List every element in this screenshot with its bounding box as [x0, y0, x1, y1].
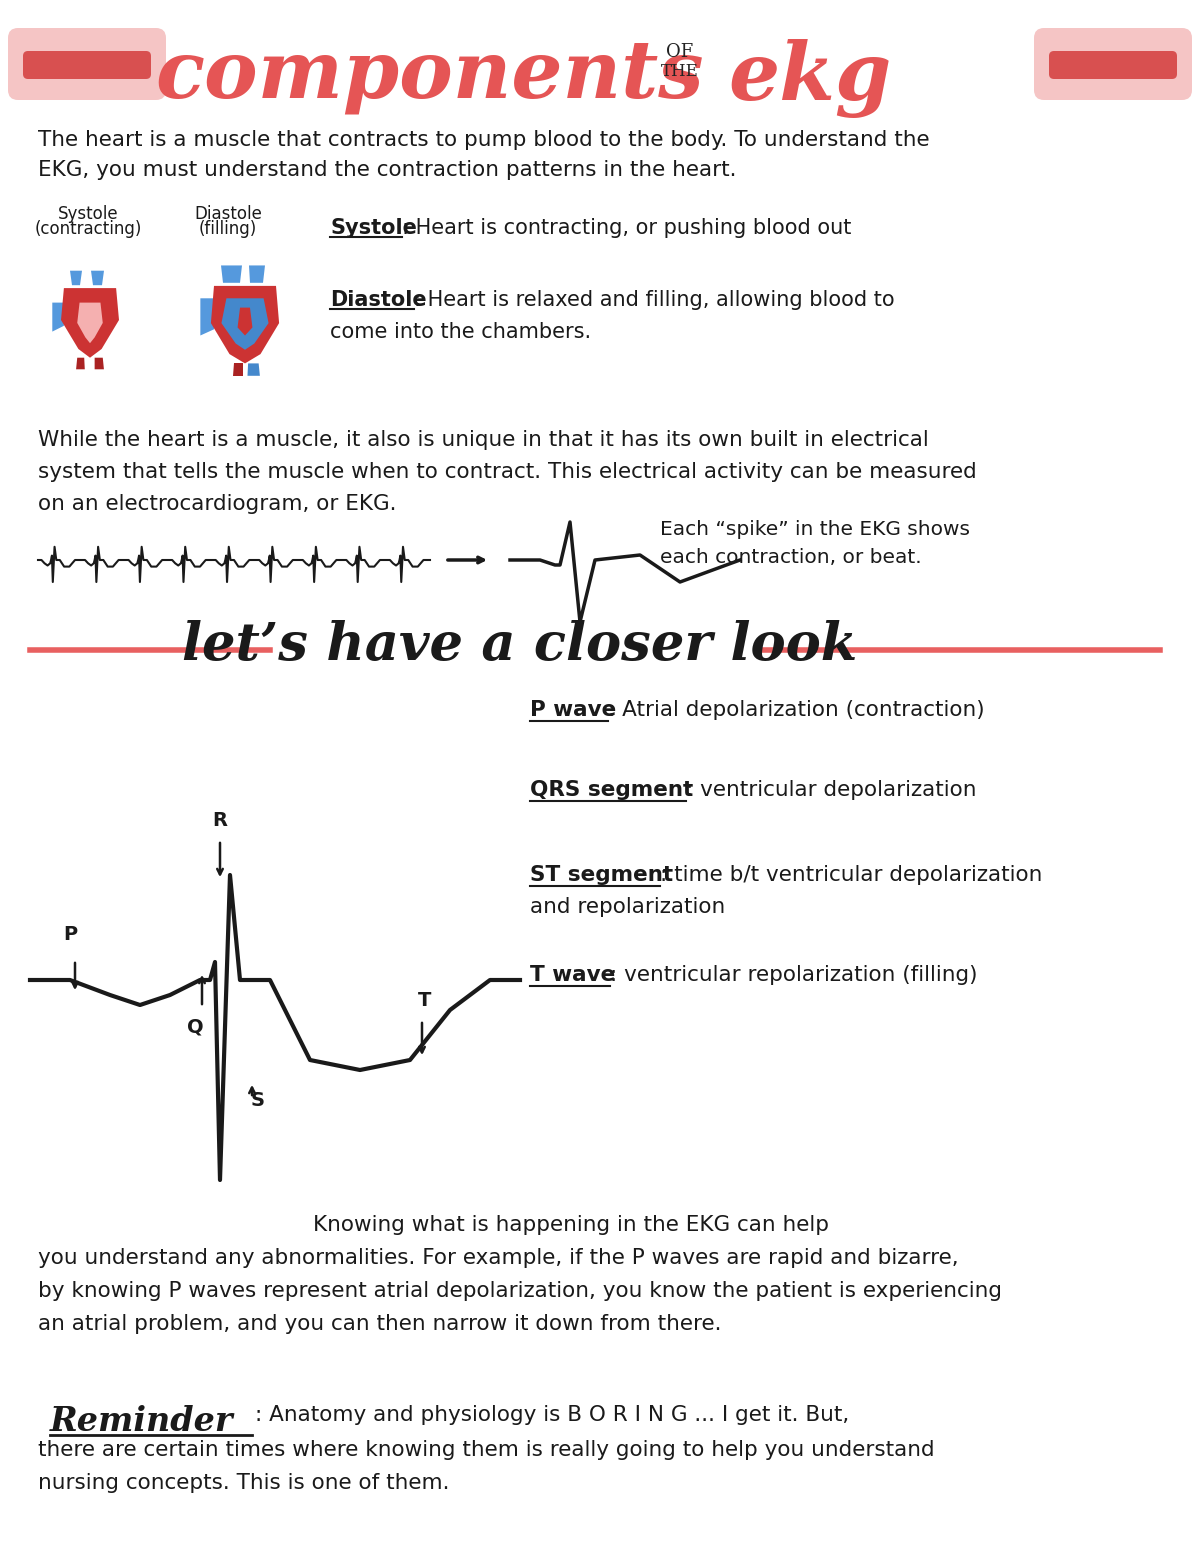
Text: R: R — [212, 811, 228, 829]
Text: ST segment: ST segment — [530, 865, 673, 885]
Text: EKG, you must understand the contraction patterns in the heart.: EKG, you must understand the contraction… — [38, 160, 737, 180]
Polygon shape — [61, 288, 119, 358]
Text: you understand any abnormalities. For example, if the P waves are rapid and biza: you understand any abnormalities. For ex… — [38, 1248, 959, 1268]
Text: : Atrial depolarization (contraction): : Atrial depolarization (contraction) — [608, 701, 985, 721]
Text: Systole: Systole — [58, 205, 119, 223]
Polygon shape — [77, 302, 103, 343]
Text: there are certain times where knowing them is really going to help you understan: there are certain times where knowing th… — [38, 1440, 935, 1460]
Text: (filling): (filling) — [199, 220, 257, 239]
Text: (contracting): (contracting) — [35, 220, 142, 239]
Text: by knowing P waves represent atrial depolarization, you know the patient is expe: by knowing P waves represent atrial depo… — [38, 1280, 1002, 1300]
Text: : Heart is contracting, or pushing blood out: : Heart is contracting, or pushing blood… — [402, 219, 851, 239]
FancyBboxPatch shape — [8, 28, 166, 101]
Text: Q: Q — [187, 1017, 203, 1037]
Polygon shape — [247, 363, 260, 375]
Polygon shape — [233, 363, 242, 375]
Text: Diastole: Diastole — [330, 290, 427, 310]
Text: let’s have a closer look: let’s have a closer look — [182, 620, 858, 671]
Polygon shape — [211, 285, 280, 363]
Text: components: components — [156, 36, 704, 113]
Text: Systole: Systole — [330, 219, 416, 239]
FancyBboxPatch shape — [1034, 28, 1192, 101]
Text: QRS segment: QRS segment — [530, 780, 694, 800]
Text: Diastole: Diastole — [194, 205, 262, 223]
Polygon shape — [200, 298, 214, 335]
Text: Each “spike” in the EKG shows: Each “spike” in the EKG shows — [660, 519, 970, 539]
Text: : Heart is relaxed and filling, allowing blood to: : Heart is relaxed and filling, allowing… — [414, 290, 895, 310]
Text: THE: THE — [661, 64, 698, 81]
Text: ekg: ekg — [728, 39, 892, 118]
Text: each contraction, or beat.: each contraction, or beat. — [660, 549, 922, 567]
Text: an atrial problem, and you can then narrow it down from there.: an atrial problem, and you can then narr… — [38, 1314, 721, 1335]
Text: on an electrocardiogram, or EKG.: on an electrocardiogram, or EKG. — [38, 494, 396, 515]
Text: P wave: P wave — [530, 701, 617, 721]
Polygon shape — [221, 265, 242, 282]
Text: : Anatomy and physiology is B O R I N G ... I get it. But,: : Anatomy and physiology is B O R I N G … — [256, 1404, 850, 1424]
Polygon shape — [222, 298, 269, 350]
Polygon shape — [53, 302, 64, 332]
Polygon shape — [238, 307, 252, 335]
Polygon shape — [76, 358, 85, 369]
Text: P: P — [62, 925, 77, 944]
FancyBboxPatch shape — [23, 51, 151, 79]
Text: While the heart is a muscle, it also is unique in that it has its own built in e: While the heart is a muscle, it also is … — [38, 429, 929, 449]
Text: S: S — [251, 1091, 265, 1110]
FancyBboxPatch shape — [1049, 51, 1177, 79]
Text: and repolarization: and repolarization — [530, 897, 725, 918]
Text: system that tells the muscle when to contract. This electrical activity can be m: system that tells the muscle when to con… — [38, 462, 977, 482]
Text: OF: OF — [666, 43, 694, 60]
Text: The heart is a muscle that contracts to pump blood to the body. To understand th: The heart is a muscle that contracts to … — [38, 130, 930, 150]
Polygon shape — [95, 358, 104, 369]
Text: T: T — [419, 990, 432, 1009]
Text: Knowing what is happening in the EKG can help: Knowing what is happening in the EKG can… — [38, 1215, 829, 1235]
Text: T wave: T wave — [530, 966, 616, 984]
Polygon shape — [250, 265, 265, 282]
Polygon shape — [91, 271, 104, 285]
Text: come into the chambers.: come into the chambers. — [330, 322, 592, 343]
Text: nursing concepts. This is one of them.: nursing concepts. This is one of them. — [38, 1472, 450, 1493]
Text: : ventricular depolarization: : ventricular depolarization — [686, 780, 977, 800]
Text: Reminder: Reminder — [50, 1404, 234, 1438]
Polygon shape — [70, 271, 82, 285]
Text: : time b/t ventricular depolarization: : time b/t ventricular depolarization — [660, 865, 1043, 885]
Text: : ventricular repolarization (filling): : ventricular repolarization (filling) — [610, 966, 978, 984]
